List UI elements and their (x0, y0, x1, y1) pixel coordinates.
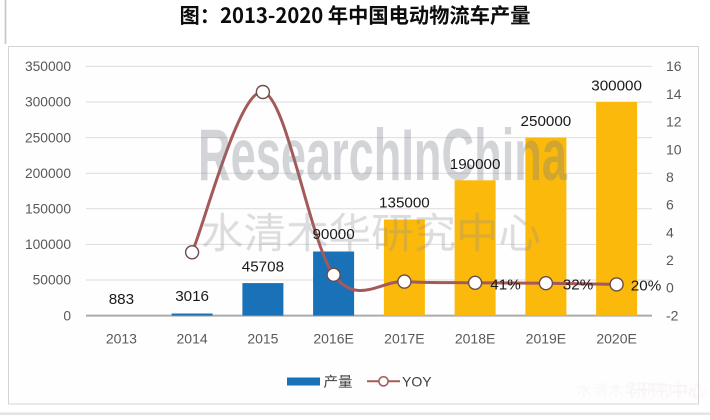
svg-text:883: 883 (109, 291, 134, 308)
svg-text:2017E: 2017E (384, 331, 424, 347)
svg-text:2015: 2015 (247, 331, 278, 347)
svg-text:41%: 41% (490, 277, 520, 294)
svg-text:100000: 100000 (25, 237, 71, 252)
svg-text:2016E: 2016E (313, 331, 353, 347)
svg-text:6: 6 (666, 197, 674, 213)
svg-text:200000: 200000 (25, 166, 71, 181)
svg-text:2018E: 2018E (455, 331, 495, 347)
svg-text:3016: 3016 (175, 288, 209, 305)
svg-text:90000: 90000 (312, 226, 354, 243)
svg-text:2020E: 2020E (596, 331, 636, 347)
svg-text:45708: 45708 (242, 259, 284, 276)
svg-text:14: 14 (666, 86, 682, 102)
svg-text:YOY: YOY (402, 373, 432, 389)
svg-text:135000: 135000 (379, 195, 430, 212)
svg-text:10: 10 (666, 141, 682, 157)
svg-text:4: 4 (666, 224, 674, 240)
svg-text:250000: 250000 (25, 130, 71, 145)
svg-text:0: 0 (666, 280, 674, 296)
svg-text:2013: 2013 (106, 331, 137, 347)
svg-text:16: 16 (666, 58, 682, 74)
svg-text:8: 8 (666, 169, 674, 185)
svg-text:20%: 20% (631, 278, 661, 295)
svg-text:300000: 300000 (591, 78, 642, 95)
svg-text:ResearchInChina: ResearchInChina (198, 115, 568, 196)
svg-text:-2: -2 (666, 307, 679, 323)
svg-text:150000: 150000 (25, 202, 71, 217)
svg-text:0: 0 (63, 308, 71, 323)
svg-text:250000: 250000 (521, 113, 572, 130)
svg-text:300000: 300000 (25, 95, 71, 110)
svg-text:2019E: 2019E (526, 331, 566, 347)
svg-text:50000: 50000 (33, 273, 72, 288)
svg-text:350000: 350000 (25, 59, 71, 74)
svg-text:190000: 190000 (450, 156, 501, 173)
svg-text:32%: 32% (563, 277, 593, 294)
svg-text:2: 2 (666, 252, 674, 268)
svg-text:12: 12 (666, 114, 682, 130)
svg-text:2014: 2014 (177, 331, 208, 347)
